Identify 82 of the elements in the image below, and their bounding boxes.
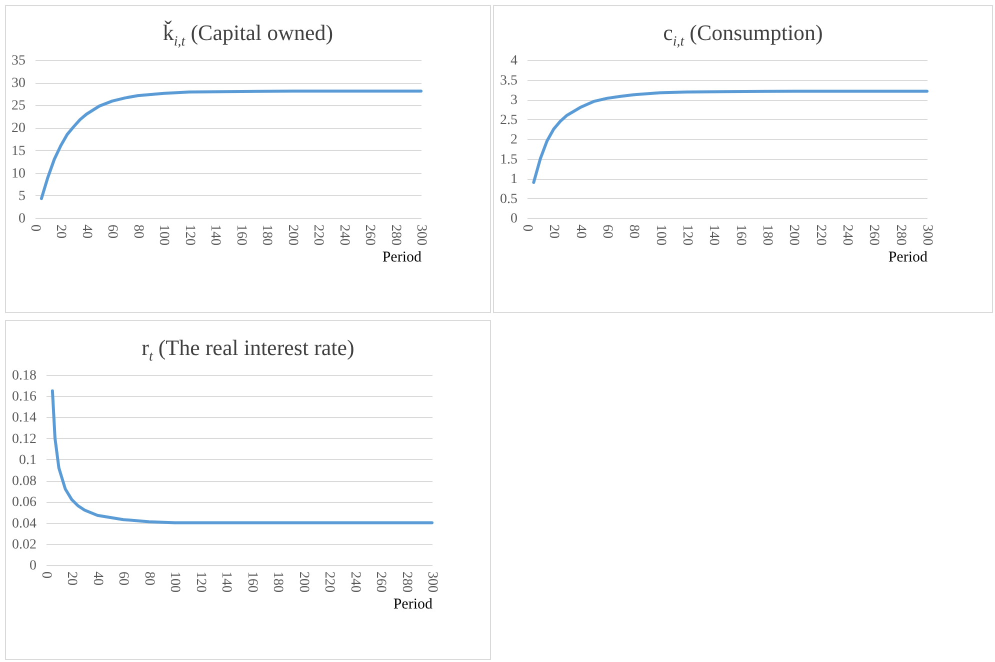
x-tick-label: 40 xyxy=(78,224,94,238)
x-tick-label: 180 xyxy=(270,572,286,592)
x-tick-label: 240 xyxy=(347,572,362,592)
y-tick-label: 15 xyxy=(12,144,26,159)
x-tick-label: 100 xyxy=(652,224,668,246)
chart-title: c$_{i,t}$ (Consumption) xyxy=(662,20,824,50)
y-tick-label: 2 xyxy=(510,132,518,148)
x-tick-label: 80 xyxy=(141,572,156,586)
x-tick-label: 180 xyxy=(760,224,774,246)
x-tick-label: 260 xyxy=(373,572,388,592)
y-tick-label: 0.18 xyxy=(12,368,36,384)
x-tick-label: 200 xyxy=(284,224,300,246)
y-tick-label: 0.06 xyxy=(12,495,36,510)
x-tick-label: 200 xyxy=(296,572,311,592)
x-tick-label: 140 xyxy=(706,224,722,246)
x-tick-label: 280 xyxy=(398,572,414,592)
y-tick-label: 30 xyxy=(12,76,26,92)
x-tick-label: 120 xyxy=(680,224,694,246)
x-tick-label: 200 xyxy=(786,224,802,246)
x-tick-label: 20 xyxy=(64,572,80,586)
x-tick-label: 0 xyxy=(28,224,42,232)
x-tick-label: 120 xyxy=(182,224,197,246)
chart-title: ǩ$_{i,t}$ (Capital owned) xyxy=(162,20,334,50)
y-tick-label: 1 xyxy=(510,172,518,187)
x-tick-label: 100 xyxy=(156,224,172,246)
y-tick-label: 10 xyxy=(12,166,26,182)
y-tick-label: 0.16 xyxy=(12,390,36,405)
y-tick-label: 3.5 xyxy=(500,73,518,88)
x-tick-label: 40 xyxy=(572,224,588,238)
x-tick-label: 220 xyxy=(812,224,828,246)
x-tick-label: 60 xyxy=(104,224,120,238)
y-tick-label: 5 xyxy=(18,188,26,204)
x-tick-label: 20 xyxy=(53,224,68,238)
y-tick-label: 35 xyxy=(12,54,26,68)
x-tick-label: 300 xyxy=(424,572,440,592)
x-tick-label: 240 xyxy=(336,224,352,246)
y-tick-label: 0.12 xyxy=(12,432,36,447)
x-tick-label: 0 xyxy=(38,572,54,578)
y-tick-label: 3 xyxy=(510,93,518,108)
x-tick-label: 240 xyxy=(840,224,854,246)
x-tick-label: 180 xyxy=(259,224,274,246)
x-tick-label: 300 xyxy=(920,224,934,246)
x-tick-label: 300 xyxy=(414,224,428,246)
x-tick-label: 100 xyxy=(167,572,182,592)
x-tick-label: 280 xyxy=(388,224,403,246)
y-tick-label: 0 xyxy=(30,558,36,574)
x-tick-label: 220 xyxy=(310,224,326,246)
line-series xyxy=(40,90,422,200)
y-tick-label: 0.02 xyxy=(12,537,36,552)
x-tick-label: 260 xyxy=(866,224,882,246)
y-tick-label: 0.5 xyxy=(500,192,518,207)
line-series xyxy=(50,389,434,524)
x-tick-label: 220 xyxy=(322,572,337,592)
x-tick-label: 80 xyxy=(626,224,642,238)
x-tick-label: 260 xyxy=(362,224,378,246)
y-tick-label: 0.14 xyxy=(12,410,36,426)
y-tick-label: 4 xyxy=(510,54,518,68)
y-tick-label: 0.1 xyxy=(19,452,36,468)
y-tick-label: 20 xyxy=(12,121,26,136)
x-axis-title: Period xyxy=(382,250,422,266)
x-tick-label: 0 xyxy=(520,224,534,232)
x-tick-label: 160 xyxy=(244,572,260,592)
x-tick-label: 60 xyxy=(116,572,131,586)
x-tick-label: 40 xyxy=(90,572,105,586)
line-series xyxy=(532,90,928,184)
x-tick-label: 280 xyxy=(892,224,908,246)
x-tick-label: 120 xyxy=(192,572,208,592)
x-tick-label: 140 xyxy=(208,224,223,246)
x-tick-label: 160 xyxy=(732,224,748,246)
y-tick-label: 2.5 xyxy=(500,112,518,128)
y-tick-label: 0.04 xyxy=(12,516,36,532)
y-tick-label: 25 xyxy=(12,98,26,114)
chart-title: r$_{t}$ (The real interest rate) xyxy=(140,335,356,364)
x-tick-label: 140 xyxy=(218,572,234,592)
y-tick-label: 0.08 xyxy=(12,474,36,490)
x-tick-label: 20 xyxy=(546,224,562,238)
x-tick-label: 80 xyxy=(130,224,146,238)
x-tick-label: 160 xyxy=(233,224,248,246)
x-axis-title: Period xyxy=(888,250,928,266)
x-tick-label: 60 xyxy=(600,224,614,238)
y-tick-label: 1.5 xyxy=(500,152,518,168)
x-axis-title: Period xyxy=(393,596,433,612)
